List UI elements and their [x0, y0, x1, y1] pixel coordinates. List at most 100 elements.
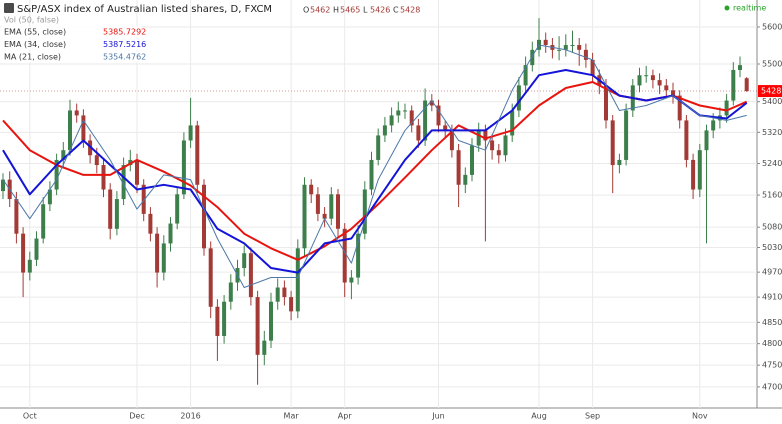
y-tick-label: 4970	[762, 268, 782, 277]
candle-body	[476, 130, 481, 146]
candle-body	[68, 110, 72, 151]
candle-body	[704, 130, 709, 151]
indicator-line	[2, 44, 747, 288]
candle-body	[496, 150, 501, 156]
candle-body	[195, 125, 200, 185]
candle-body	[684, 120, 689, 160]
candle-body	[322, 213, 327, 219]
candle-body	[664, 85, 669, 91]
x-tick-label: 2016	[180, 412, 200, 421]
candle-body	[47, 189, 52, 205]
y-tick-label: 5500	[762, 59, 782, 68]
y-tick-label: 5160	[762, 191, 782, 200]
candle-body	[295, 248, 300, 312]
candle-body	[423, 100, 428, 141]
candle-body	[416, 125, 421, 141]
candle-body	[463, 174, 468, 185]
legend-label: EMA (55, close)	[4, 28, 66, 37]
candle-body	[429, 100, 434, 106]
candle-body	[275, 287, 280, 302]
candle-body	[302, 184, 307, 249]
candle-body	[188, 125, 193, 141]
symbol-icon	[4, 3, 14, 13]
legend-label: MA (21, close)	[4, 53, 61, 62]
candle-body	[135, 159, 139, 185]
legend-value: 5385.7292	[103, 28, 146, 37]
candle-body	[583, 49, 588, 60]
realtime-dot	[724, 5, 730, 11]
x-tick-label: Oct	[23, 412, 37, 421]
candle-body	[329, 194, 334, 219]
candle-body	[510, 110, 515, 136]
candle-body	[490, 140, 495, 151]
candle-body	[617, 159, 622, 166]
chart-title: S&P/ASX index of Australian listed share…	[17, 4, 272, 15]
legend-box	[1, 26, 141, 38]
candle-body	[349, 277, 354, 283]
candle-body	[228, 282, 233, 302]
candle-body	[175, 194, 180, 224]
candle-body	[202, 184, 206, 249]
candle-body	[289, 297, 294, 312]
candle-body	[403, 110, 407, 112]
legend-value: 5387.5216	[103, 40, 146, 49]
candle-body	[456, 150, 461, 185]
bar-info-value: 5465	[340, 6, 360, 15]
candle-body	[724, 100, 729, 116]
y-tick-label: 4850	[762, 318, 782, 327]
candle-body	[516, 85, 521, 111]
candle-body	[369, 159, 374, 190]
x-tick-label: Nov	[692, 412, 708, 421]
candle-body	[121, 165, 126, 200]
candle-body	[644, 75, 649, 77]
candle-body	[376, 135, 381, 160]
candle-body	[697, 150, 702, 190]
candle-body	[389, 115, 394, 126]
y-tick-label: 5600	[762, 22, 782, 31]
candle-body	[382, 125, 387, 136]
bar-info-value: 5428	[400, 6, 420, 15]
x-tick-label: Aug	[531, 412, 547, 421]
candle-body	[94, 155, 99, 166]
candle-body	[503, 135, 508, 156]
last-price-label: 5428	[761, 87, 781, 96]
candle-body	[61, 150, 66, 160]
candle-body	[108, 189, 113, 229]
candle-body	[141, 184, 146, 214]
candle-body	[1, 179, 5, 192]
candle-body	[148, 213, 153, 234]
candle-body	[449, 130, 454, 151]
candle-body	[691, 159, 696, 190]
candle-body	[336, 194, 340, 229]
realtime-label: realtime	[733, 4, 766, 13]
candle-body	[436, 105, 441, 126]
legend-value: 5354.4762	[103, 53, 146, 62]
y-tick-label: 5400	[762, 97, 782, 106]
x-tick-label: Sep	[585, 412, 600, 421]
candle-body	[155, 233, 160, 273]
y-tick-label: 4910	[762, 293, 782, 302]
candle-body	[282, 287, 287, 298]
candle-body	[624, 110, 629, 160]
x-tick-label: Dec	[129, 412, 144, 421]
candle-body	[101, 165, 106, 190]
candle-body	[657, 80, 662, 86]
indicator-line	[2, 69, 748, 274]
candle-body	[215, 306, 220, 336]
candle-body	[543, 39, 548, 46]
y-tick-label: 5320	[762, 128, 782, 137]
bar-info-value: 5462	[310, 6, 330, 15]
candle-body	[396, 110, 401, 116]
y-tick-label: 5030	[762, 243, 782, 252]
volume-label: Vol (50, false)	[4, 16, 59, 25]
candle-body	[222, 301, 227, 336]
bar-info-label: O	[303, 6, 309, 15]
candle-body	[637, 75, 642, 86]
legend-box	[1, 39, 141, 50]
legend-label: EMA (34, close)	[4, 40, 66, 49]
candle-body	[114, 199, 119, 229]
candle-body	[128, 159, 133, 166]
candle-body	[731, 69, 736, 101]
